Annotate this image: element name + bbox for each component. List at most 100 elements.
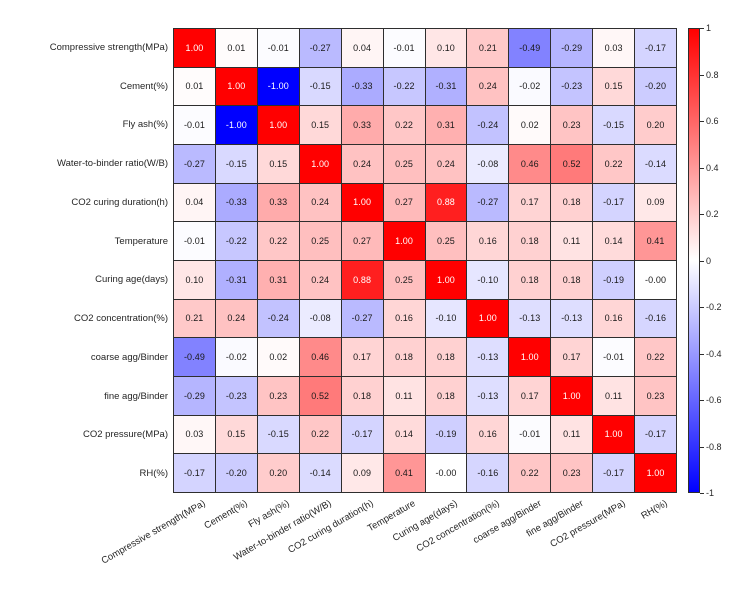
heatmap-cell: 0.52 [299, 377, 342, 416]
colorbar-tick [700, 307, 704, 308]
heatmap-cell: 0.23 [257, 377, 300, 416]
heatmap-cell: 1.00 [425, 261, 468, 300]
heatmap-cell: 0.04 [174, 183, 216, 223]
heatmap-cell: 0.17 [509, 377, 552, 416]
heatmap-cell: -0.14 [635, 145, 677, 184]
colorbar-tick [700, 260, 704, 262]
heatmap-cell: -0.16 [635, 299, 677, 339]
heatmap-cell: 0.18 [383, 338, 426, 377]
row-label: CO2 pressure(MPa) [83, 429, 168, 441]
heatmap-cell: -0.20 [635, 67, 677, 107]
heatmap-cell: 0.17 [551, 338, 594, 377]
colorbar-tick-label: -0.6 [706, 395, 722, 405]
heatmap-cell: -1.00 [257, 67, 300, 107]
heatmap-cell: 0.15 [257, 145, 300, 184]
heatmap-cell: -0.01 [593, 338, 636, 377]
heatmap-cell: -0.27 [174, 145, 216, 184]
heatmap-cell: -0.31 [215, 261, 258, 300]
colorbar-gradient [688, 28, 700, 493]
heatmap-cell: 0.27 [341, 222, 384, 261]
heatmap-cell: -0.02 [215, 338, 258, 377]
heatmap-cell: 0.03 [593, 29, 636, 68]
heatmap-cell: -0.27 [467, 183, 510, 223]
heatmap-cell: 0.16 [383, 299, 426, 339]
heatmap-cell: 0.27 [383, 183, 426, 223]
heatmap-cell: 0.18 [551, 261, 594, 300]
heatmap-cell: -0.08 [467, 145, 510, 184]
heatmap-cell: 0.33 [341, 106, 384, 145]
heatmap-cell: 0.22 [299, 415, 342, 455]
heatmap-cell: 0.01 [215, 29, 258, 68]
colorbar-tick [700, 121, 704, 122]
heatmap-cell: 1.00 [509, 338, 552, 377]
heatmap-cell: -0.29 [174, 377, 216, 416]
colorbar-tick [700, 353, 704, 355]
heatmap-cell: -0.22 [383, 67, 426, 107]
heatmap-cell: 1.00 [593, 415, 636, 455]
heatmap-cell: 0.11 [551, 222, 594, 261]
heatmap-cell: 0.09 [635, 183, 677, 223]
heatmap-cell: -0.00 [425, 454, 468, 493]
heatmap-cell: -0.13 [467, 377, 510, 416]
heatmap-cell: -0.14 [299, 454, 342, 493]
heatmap-cell: 0.20 [257, 454, 300, 493]
heatmap-cell: 0.10 [425, 29, 468, 68]
heatmap-cell: 1.00 [467, 299, 510, 339]
heatmap-cell: 1.00 [174, 29, 216, 68]
colorbar-tick [700, 74, 704, 76]
heatmap-cell: 0.33 [257, 183, 300, 223]
heatmap-cell: 0.31 [257, 261, 300, 300]
heatmap-cell: -0.17 [593, 454, 636, 493]
row-label: CO2 concentration(%) [74, 313, 168, 325]
colorbar-tick-label: 0.4 [706, 162, 719, 173]
heatmap-cell: 0.18 [425, 377, 468, 416]
heatmap-cell: -0.00 [635, 261, 677, 300]
heatmap-cell: 0.11 [551, 415, 594, 455]
row-label: Curing age(days) [95, 274, 168, 286]
heatmap-cell: 0.25 [299, 222, 342, 261]
colorbar-tick-label: 0 [706, 255, 712, 266]
heatmap-cell: -0.15 [257, 415, 300, 455]
heatmap-cell: -0.02 [509, 67, 552, 107]
colorbar-tick-label: -0.8 [706, 441, 722, 452]
heatmap-cell: 0.24 [341, 145, 384, 184]
heatmap-cell: -0.17 [593, 183, 636, 223]
colorbar-tick-label: -0.4 [706, 348, 722, 359]
heatmap-cell: 0.23 [551, 106, 594, 145]
colorbar-tick [700, 400, 704, 401]
heatmap-cell: -0.19 [593, 261, 636, 300]
heatmap-cell: 0.01 [174, 67, 216, 107]
heatmap-cell: -0.17 [174, 454, 216, 493]
heatmap-cell: -0.24 [257, 299, 300, 339]
heatmap-cell: 0.16 [467, 415, 510, 455]
heatmap-cell: 0.16 [467, 222, 510, 261]
heatmap-cell: 0.18 [425, 338, 468, 377]
heatmap-cell: 0.24 [467, 67, 510, 107]
heatmap-cell: 0.21 [467, 29, 510, 68]
heatmap-cell: -0.22 [215, 222, 258, 261]
heatmap-cell: 0.46 [509, 145, 552, 184]
heatmap-cell: 0.15 [593, 67, 636, 107]
heatmap-cell: -1.00 [215, 106, 258, 145]
heatmap-cell: 0.46 [299, 338, 342, 377]
heatmap-cell: -0.29 [551, 29, 594, 68]
heatmap-cell: -0.23 [551, 67, 594, 107]
row-label: Compressive strength(MPa) [49, 41, 168, 53]
colorbar-tick [700, 28, 704, 29]
heatmap-cell: 0.11 [383, 377, 426, 416]
heatmap-cell: 0.16 [593, 299, 636, 339]
row-label: CO2 curing duration(h) [71, 196, 168, 208]
heatmap-cell: -0.31 [425, 67, 468, 107]
colorbar-tick [700, 493, 704, 494]
heatmap-cell: -0.17 [341, 415, 384, 455]
heatmap-cell: 0.24 [299, 183, 342, 223]
heatmap-cell: 0.17 [509, 183, 552, 223]
heatmap-cell: -0.13 [467, 338, 510, 377]
heatmap-cell: -0.10 [467, 261, 510, 300]
heatmap-cell: -0.17 [635, 415, 677, 455]
heatmap-cell: 0.04 [341, 29, 384, 68]
heatmap-cell: 0.21 [174, 299, 216, 339]
heatmap-cell: 0.24 [215, 299, 258, 339]
colorbar-tick-label: -0.2 [706, 302, 722, 312]
